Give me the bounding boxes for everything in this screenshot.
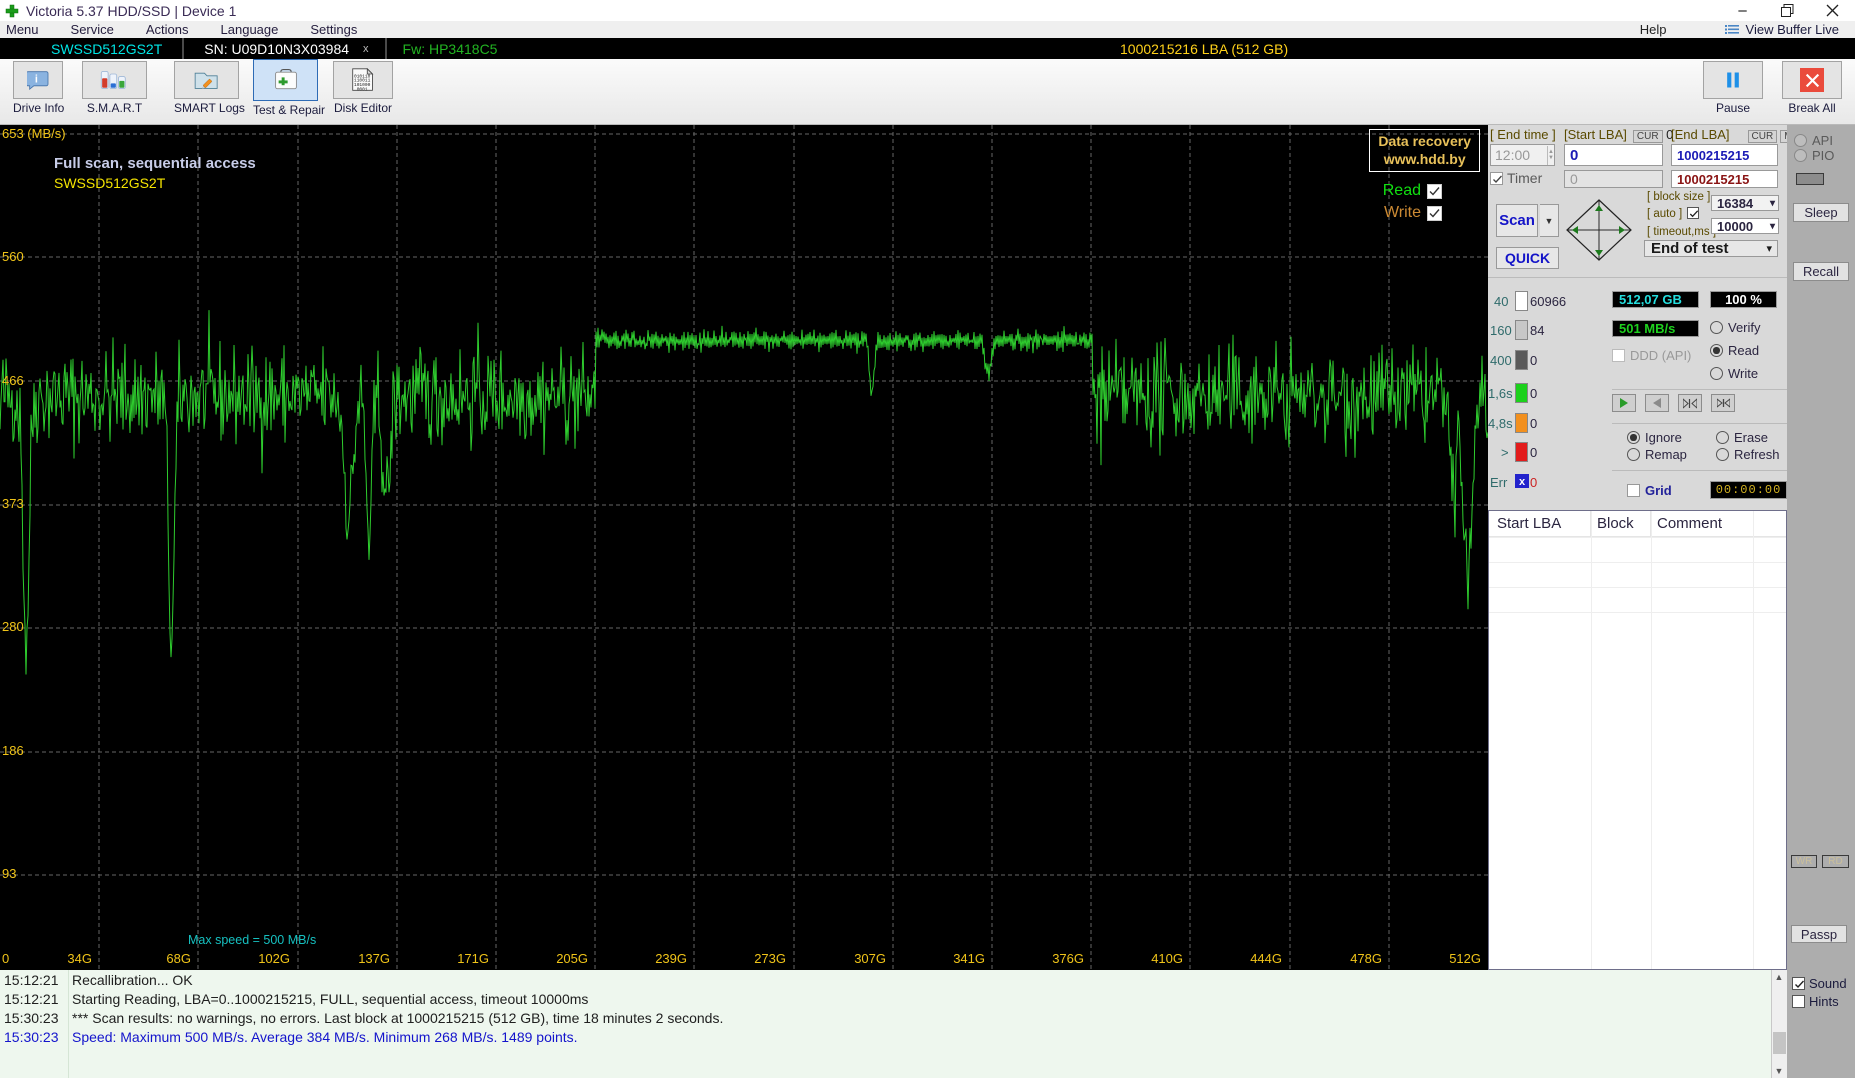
svg-text:i: i: [35, 74, 38, 86]
svg-text:x: x: [1519, 476, 1526, 488]
svg-text:0001: 0001: [357, 86, 368, 92]
